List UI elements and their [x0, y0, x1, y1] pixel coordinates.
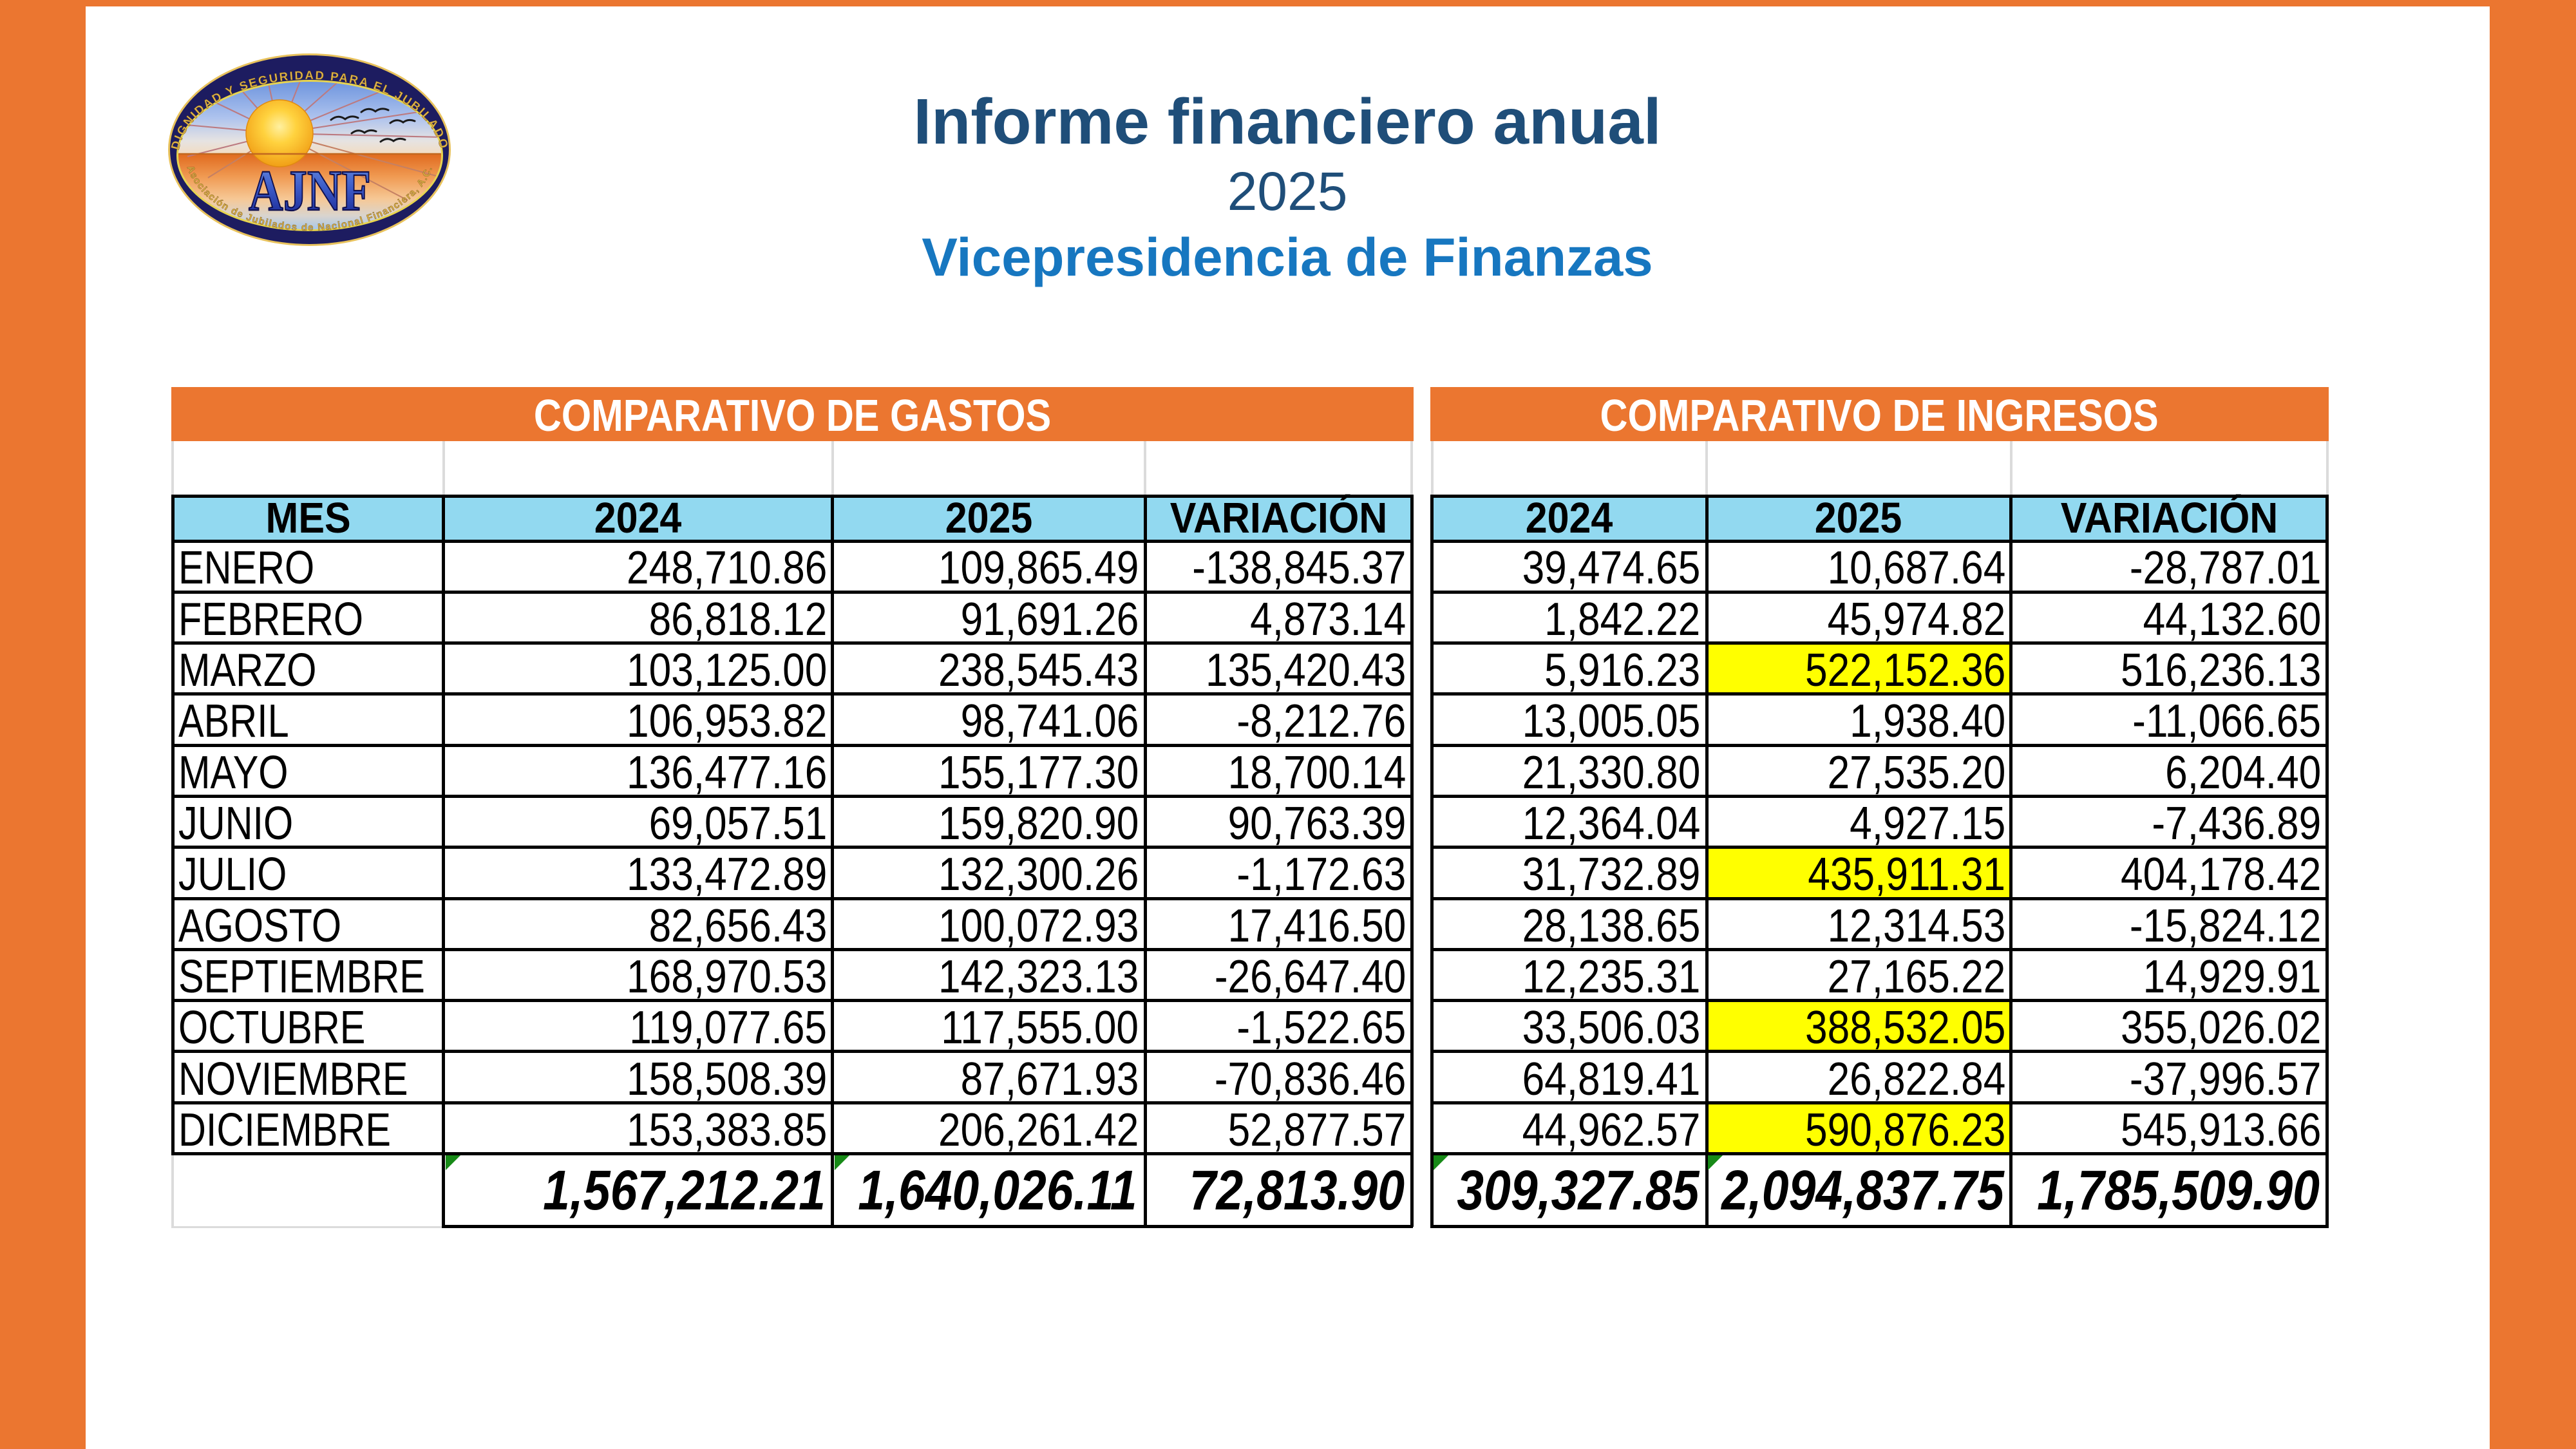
svg-text:AJNF: AJNF — [249, 159, 371, 223]
